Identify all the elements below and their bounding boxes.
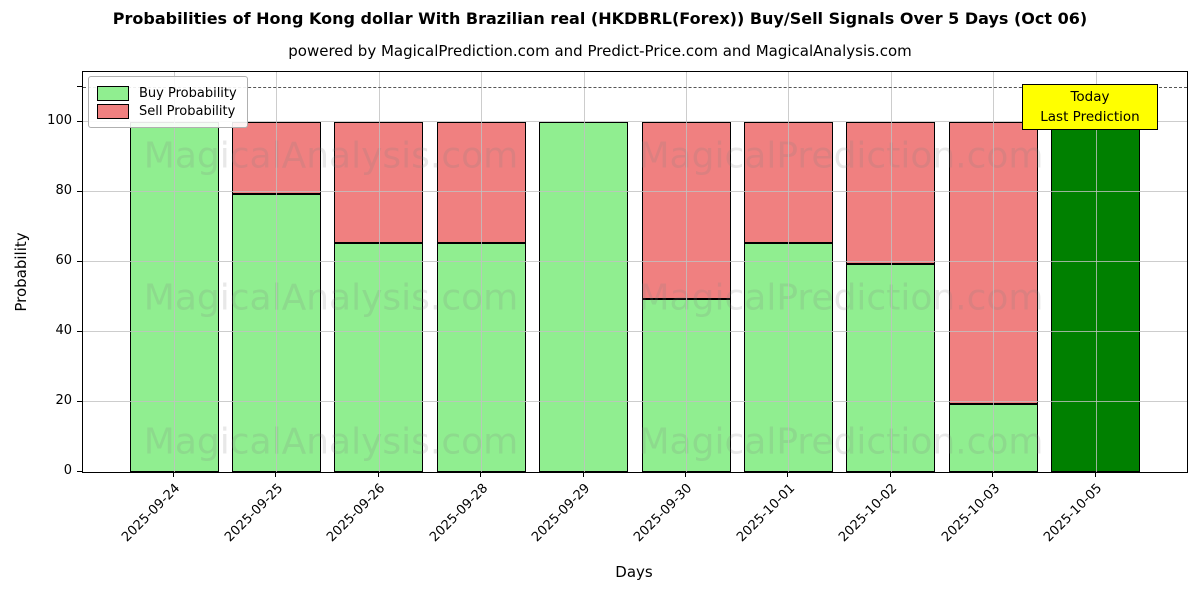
x-tick-label: 2025-10-03 xyxy=(938,481,1003,546)
grid-line-horizontal xyxy=(83,401,1187,402)
y-tick-label: 20 xyxy=(55,393,72,408)
watermark-text-right: MagicalPrediction.com xyxy=(638,135,1044,177)
grid-line-vertical xyxy=(686,72,687,472)
dashed-guide-line xyxy=(83,87,1187,88)
grid-line-horizontal xyxy=(83,191,1187,192)
grid-line-horizontal xyxy=(83,331,1187,332)
y-tick xyxy=(77,471,82,472)
watermark-text-right: MagicalPrediction.com xyxy=(638,277,1044,319)
y-tick xyxy=(77,191,82,192)
y-tick xyxy=(77,121,82,122)
x-tick xyxy=(582,472,584,478)
legend-label-sell: Sell Probability xyxy=(139,104,236,119)
x-tick-label: 2025-09-25 xyxy=(221,481,287,546)
grid-line-vertical xyxy=(276,72,278,472)
grid-line-vertical xyxy=(583,72,585,472)
x-axis-label: Days xyxy=(615,563,653,581)
grid-line-vertical xyxy=(1095,72,1097,472)
x-tick xyxy=(787,472,789,478)
sell-swatch-icon xyxy=(97,104,129,119)
x-tick-label: 2025-09-30 xyxy=(631,481,696,546)
x-tick-label: 2025-09-28 xyxy=(426,481,491,546)
legend: Buy Probability Sell Probability xyxy=(88,76,248,128)
y-tick-label: 0 xyxy=(63,463,72,478)
y-axis-label: Probability xyxy=(12,232,30,312)
x-tick xyxy=(377,472,379,478)
x-tick xyxy=(480,472,482,478)
x-tick-label: 2025-10-01 xyxy=(733,481,799,546)
chart-title: Probabilities of Hong Kong dollar With B… xyxy=(112,9,1088,28)
x-tick xyxy=(275,472,277,478)
watermark-text-left: MagicalAnalysis.com xyxy=(143,421,519,463)
grid-line-horizontal xyxy=(83,121,1187,122)
x-tick-label: 2025-09-24 xyxy=(119,481,184,546)
legend-item-sell: Sell Probability xyxy=(97,104,239,119)
y-tick xyxy=(77,401,82,402)
grid-line-vertical xyxy=(890,72,892,472)
grid-line-horizontal xyxy=(83,261,1187,262)
grid-line-vertical xyxy=(993,72,995,472)
legend-label-buy: Buy Probability xyxy=(139,86,237,101)
y-tick xyxy=(77,86,82,87)
plot-area: Buy Probability Sell Probability Today L… xyxy=(82,71,1188,473)
x-tick-label: 2025-09-29 xyxy=(529,481,594,546)
y-tick xyxy=(77,261,82,262)
chart-subtitle: powered by MagicalPrediction.com and Pre… xyxy=(288,42,912,60)
x-tick xyxy=(685,472,686,478)
y-tick-label: 60 xyxy=(55,253,72,268)
y-tick-label: 100 xyxy=(47,113,72,128)
watermark-text-left: MagicalAnalysis.com xyxy=(143,135,519,177)
today-annotation: Today Last Prediction xyxy=(1022,84,1158,130)
grid-line-vertical xyxy=(378,72,380,472)
today-annotation-line1: Today xyxy=(1070,89,1110,105)
y-tick xyxy=(77,331,82,332)
x-tick xyxy=(1094,472,1096,478)
legend-item-buy: Buy Probability xyxy=(97,86,239,101)
grid-line-vertical xyxy=(481,72,483,472)
x-tick-label: 2025-10-02 xyxy=(836,481,901,546)
watermark-text-right: MagicalPrediction.com xyxy=(638,421,1044,463)
x-tick xyxy=(992,472,994,478)
grid-line-vertical xyxy=(174,72,175,472)
x-tick xyxy=(889,472,891,478)
watermark-text-left: MagicalAnalysis.com xyxy=(143,277,519,319)
x-tick-label: 2025-09-26 xyxy=(324,481,389,546)
today-annotation-line2: Last Prediction xyxy=(1040,109,1140,125)
x-tick xyxy=(173,472,174,478)
y-tick-label: 80 xyxy=(55,183,72,198)
x-tick-label: 2025-10-05 xyxy=(1041,481,1106,546)
y-tick-label: 40 xyxy=(55,323,72,338)
buy-swatch-icon xyxy=(97,86,129,101)
grid-line-vertical xyxy=(788,72,790,472)
